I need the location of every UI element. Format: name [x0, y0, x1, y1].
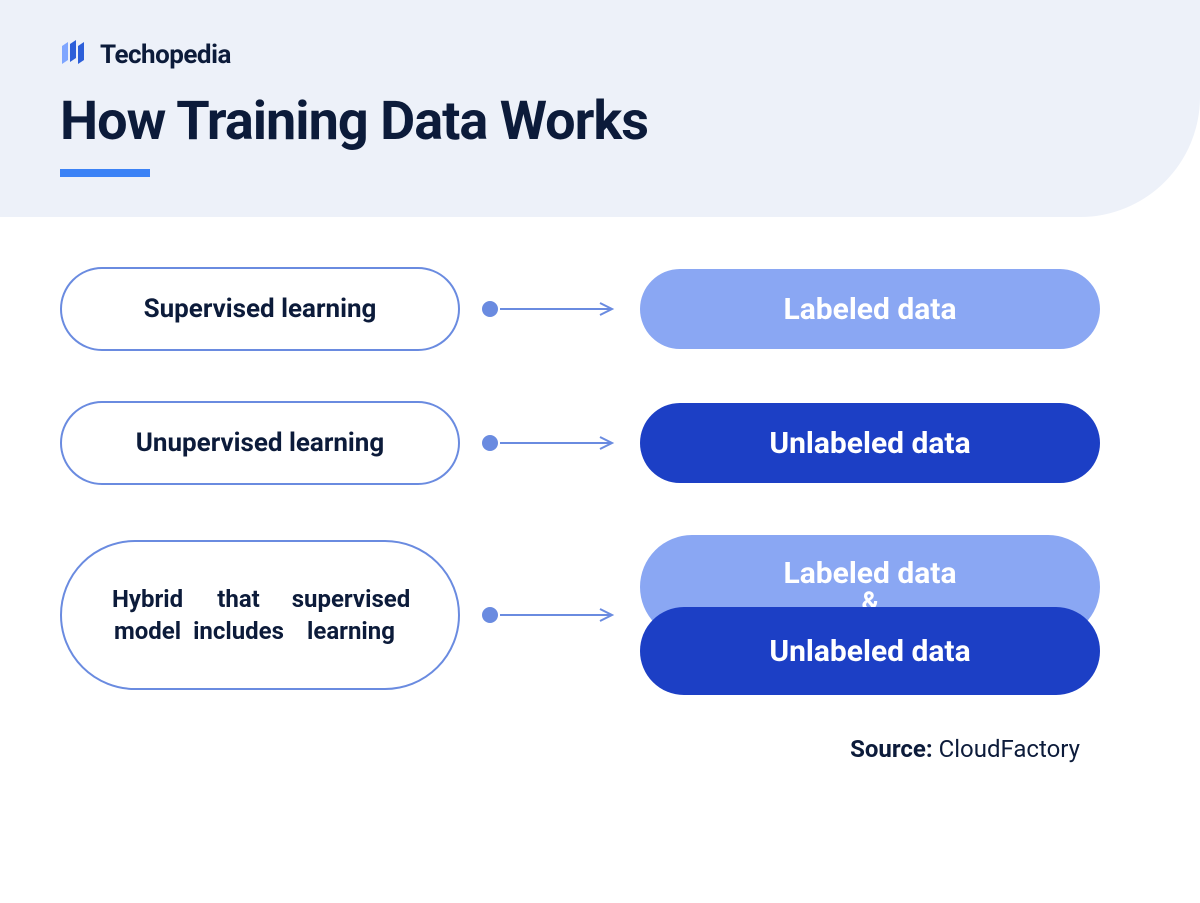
learning-type-pill: Hybrid modelthat includessupervised lear… [60, 540, 460, 690]
diagram-row: Unupervised learning Unlabeled data [60, 401, 1140, 485]
data-type-group: Labeled data&Unlabeled data [640, 535, 1100, 695]
learning-type-pill: Unupervised learning [60, 401, 460, 485]
source-attribution: Source: CloudFactory [0, 715, 1200, 763]
diagram-content: Supervised learning Labeled data Unupervi… [0, 217, 1200, 715]
brand-icon [60, 40, 90, 70]
brand-name: Techopedia [100, 40, 231, 70]
brand: Techopedia [60, 40, 1140, 70]
data-type-group: Labeled data [640, 269, 1100, 349]
source-value: CloudFactory [939, 735, 1080, 763]
diagram-row: Supervised learning Labeled data [60, 267, 1140, 351]
page-title: How Training Data Works [60, 90, 1140, 153]
arrow-icon [480, 603, 620, 627]
title-underline [60, 169, 150, 177]
header-region: Techopedia How Training Data Works [0, 0, 1200, 217]
data-type-group: Unlabeled data [640, 403, 1100, 483]
learning-type-pill: Supervised learning [60, 267, 460, 351]
source-label: Source: [850, 735, 933, 763]
arrow-icon [480, 297, 620, 321]
data-type-pill: Unlabeled data [640, 403, 1100, 483]
data-type-pill: Labeled data [640, 269, 1100, 349]
data-type-pill: Unlabeled data [640, 607, 1100, 695]
arrow-icon [480, 431, 620, 455]
diagram-row: Hybrid modelthat includessupervised lear… [60, 535, 1140, 695]
